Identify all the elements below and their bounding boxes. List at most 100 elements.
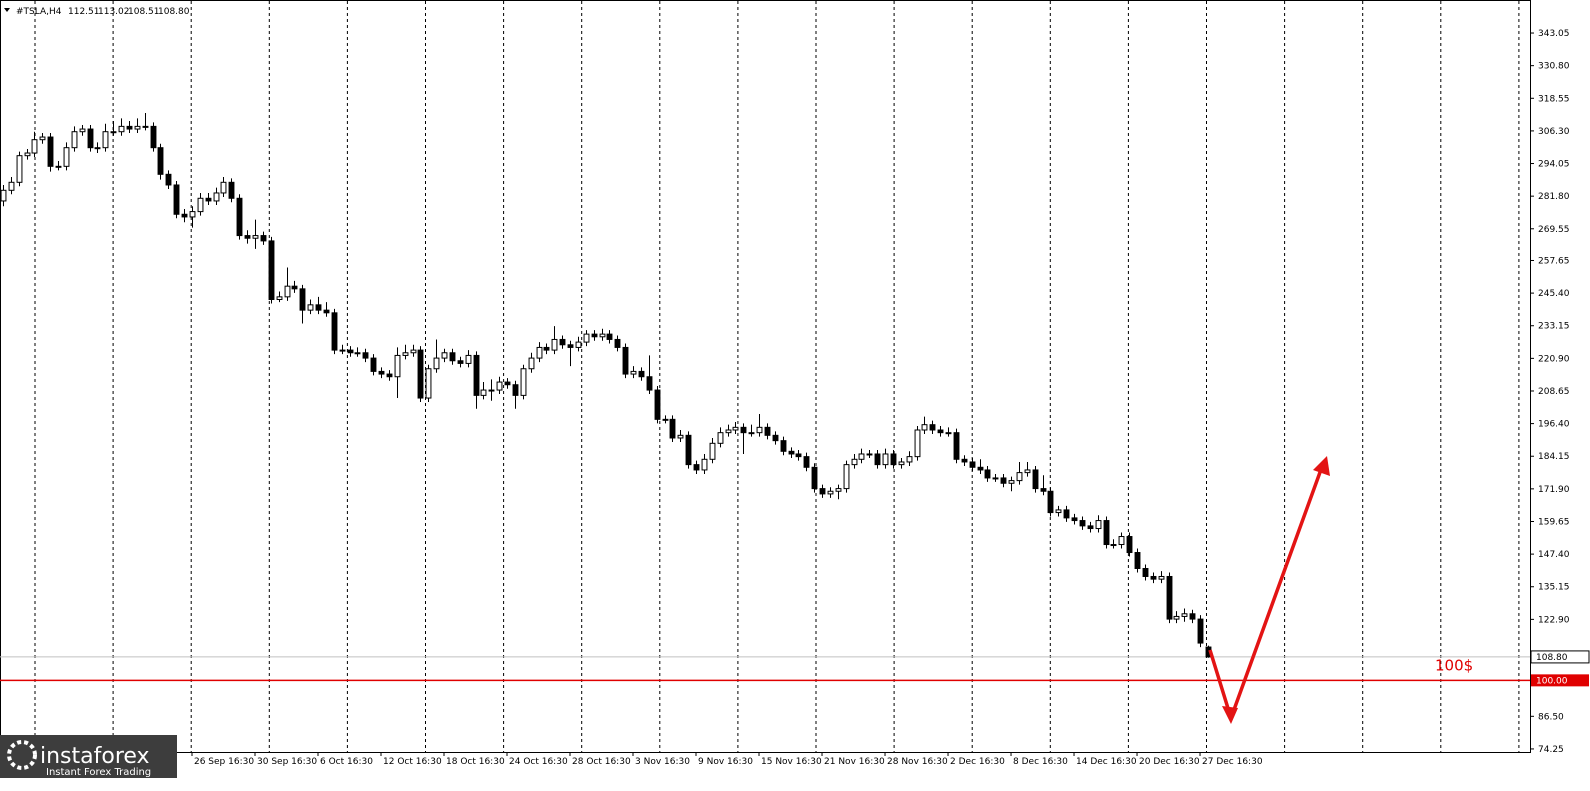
candle-body [622, 346, 629, 375]
y-tick-label: 135.15 [1538, 583, 1570, 593]
candle-body [347, 349, 354, 354]
candle-body [662, 418, 669, 421]
candle-body [788, 450, 795, 455]
candle-body [173, 184, 180, 215]
candle-body [606, 333, 613, 340]
candle-body [709, 442, 716, 460]
level-label: 100.00 [1536, 676, 1568, 686]
candle-body [331, 312, 338, 351]
candle-body [803, 456, 810, 468]
candle-body [402, 352, 409, 356]
forecast-arrow [1208, 456, 1330, 724]
candle-body [150, 125, 157, 149]
candle-body [685, 434, 692, 466]
candle-body [457, 360, 464, 364]
candle-body [559, 338, 566, 346]
candle-body [764, 426, 771, 436]
candle-body [977, 466, 984, 471]
candle-body [425, 368, 432, 399]
candle-body [47, 136, 54, 167]
candle-body [110, 131, 117, 134]
plot [0, 113, 1530, 682]
candle-body [362, 352, 369, 359]
y-tick-label: 245.40 [1538, 289, 1570, 299]
candle-body [79, 128, 86, 133]
arrow-head [1313, 456, 1330, 476]
x-tick-label: 20 Dec 16:30 [1139, 757, 1200, 767]
x-tick-label: 15 Nov 16:30 [761, 757, 822, 767]
candle-body [740, 426, 747, 434]
candle-body [748, 432, 755, 435]
candle-body [1087, 525, 1094, 530]
x-tick-label: 27 Dec 16:30 [1202, 757, 1263, 767]
x-tick-label: 6 Oct 16:30 [320, 757, 373, 767]
candle-body [8, 181, 15, 191]
y-tick-label: 306.30 [1538, 127, 1570, 137]
candle-body [0, 189, 7, 202]
candle-body [134, 125, 141, 130]
y-tick-label: 208.65 [1538, 387, 1570, 397]
candle-body [1063, 509, 1070, 519]
candle-body [575, 341, 582, 348]
candle-body [197, 197, 204, 213]
y-tick-label: 86.50 [1538, 712, 1564, 722]
candle-body [236, 197, 243, 237]
candle-body [512, 384, 519, 396]
candle-body [1126, 536, 1133, 554]
candle-body [1079, 520, 1086, 527]
candle-body [1110, 544, 1117, 547]
candle-body [654, 389, 661, 420]
candle-body [244, 235, 251, 239]
candle-body [874, 453, 881, 466]
arrow-head [1222, 706, 1238, 724]
candle-body [299, 288, 306, 311]
candle-body [914, 429, 921, 458]
candle-body [1024, 469, 1031, 474]
candle-body [583, 333, 590, 343]
candle-body [1181, 613, 1188, 617]
candle-body [953, 432, 960, 460]
candle-body [630, 370, 637, 375]
candle-body [410, 349, 417, 354]
y-tick-label: 269.55 [1538, 225, 1570, 235]
y-tick-label: 257.65 [1538, 256, 1570, 266]
candle-body [772, 434, 779, 442]
y-tick-label: 74.25 [1538, 745, 1564, 755]
candle-body [756, 426, 763, 434]
candle-body [142, 125, 149, 128]
x-tick-label: 3 Nov 16:30 [635, 757, 690, 767]
level-text: 100$ [1435, 656, 1473, 674]
candle-body [291, 285, 298, 290]
candle-body [323, 309, 330, 314]
candle-body [866, 453, 873, 456]
candle-body [307, 304, 314, 311]
candle-body [339, 349, 346, 352]
candle-body [378, 370, 385, 375]
y-tick-label: 294.05 [1538, 160, 1570, 170]
candle-body [858, 453, 865, 460]
x-tick-label: 18 Oct 16:30 [446, 757, 505, 767]
candle-body [118, 125, 125, 133]
x-tick-label: 8 Dec 16:30 [1013, 757, 1068, 767]
candle-body [725, 429, 732, 434]
candle-body [1158, 575, 1165, 580]
y-tick-label: 184.15 [1538, 452, 1570, 462]
candle-body [228, 181, 235, 199]
y-tick-label: 220.90 [1538, 354, 1570, 364]
candle-body [370, 357, 377, 372]
candle-body [984, 469, 991, 479]
candle-body [260, 235, 267, 242]
candle-body [819, 488, 826, 495]
candle-body [835, 488, 842, 492]
candle-body [24, 152, 31, 157]
candle-body [1173, 615, 1180, 620]
candle-body [165, 173, 172, 186]
candle-body [701, 458, 708, 471]
x-tick-label: 12 Oct 16:30 [383, 757, 442, 767]
x-tick-label: 9 Nov 16:30 [698, 757, 753, 767]
candle-body [795, 453, 802, 458]
candle-body [126, 125, 133, 130]
candle-body [1071, 517, 1078, 522]
candle-body [567, 344, 574, 348]
candle-body [449, 352, 456, 362]
